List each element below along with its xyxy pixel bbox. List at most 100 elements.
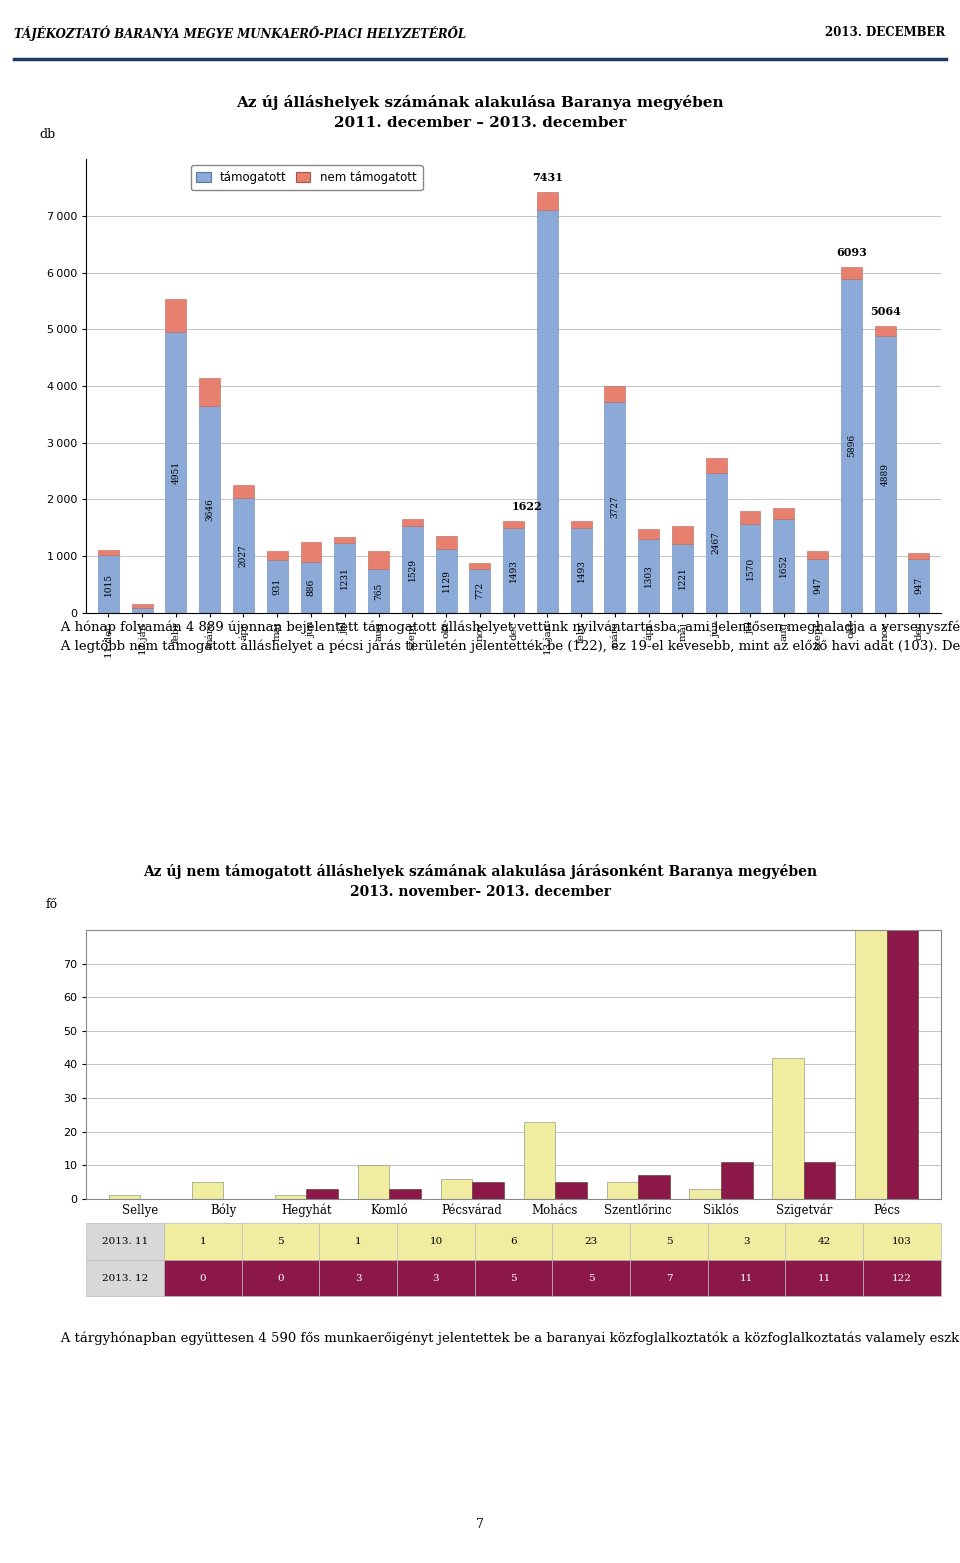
Bar bbox=[721, 1161, 753, 1199]
Text: 7: 7 bbox=[476, 1518, 484, 1532]
Bar bbox=[132, 608, 153, 613]
Text: 2467: 2467 bbox=[711, 531, 721, 555]
Text: 4951: 4951 bbox=[172, 461, 180, 485]
Text: 1129: 1129 bbox=[442, 569, 450, 592]
Bar bbox=[841, 278, 862, 613]
Bar bbox=[638, 539, 660, 613]
Bar bbox=[638, 528, 660, 539]
Bar bbox=[875, 325, 896, 336]
Bar bbox=[402, 519, 422, 527]
Bar bbox=[774, 519, 794, 613]
Text: 3646: 3646 bbox=[205, 499, 214, 520]
Text: Az új álláshelyek számának alakulása Baranya megyében
2011. december – 2013. dec: Az új álláshelyek számának alakulása Bar… bbox=[236, 95, 724, 130]
Text: 1652: 1652 bbox=[780, 555, 788, 577]
Bar bbox=[555, 1182, 587, 1199]
Text: 4889: 4889 bbox=[880, 463, 890, 486]
Bar bbox=[108, 1196, 140, 1199]
Bar bbox=[192, 1182, 224, 1199]
Bar bbox=[605, 386, 625, 402]
Bar bbox=[199, 378, 220, 406]
Bar bbox=[773, 1058, 804, 1199]
Bar bbox=[199, 406, 220, 613]
Bar bbox=[334, 542, 355, 613]
Bar bbox=[537, 192, 558, 211]
Bar bbox=[503, 528, 524, 613]
Text: 7431: 7431 bbox=[532, 172, 563, 183]
Text: 947: 947 bbox=[813, 577, 822, 594]
Bar bbox=[368, 569, 389, 613]
Text: 5064: 5064 bbox=[870, 306, 900, 317]
Bar bbox=[98, 550, 119, 555]
Text: 3727: 3727 bbox=[611, 495, 619, 519]
Bar bbox=[706, 458, 727, 474]
Bar bbox=[807, 550, 828, 560]
Bar bbox=[233, 499, 253, 613]
Text: TÁJÉKOZTATÓ BARANYA MEGYE MUNKAERŐ-PIACI HELYZETÉRŐL: TÁJÉKOZTATÓ BARANYA MEGYE MUNKAERŐ-PIACI… bbox=[14, 25, 467, 41]
Bar bbox=[908, 553, 929, 560]
Bar bbox=[275, 1196, 306, 1199]
Text: A tárgyhónapban együttesen 4 590 fős munkaerőigényt jelentettek be a baranyai kö: A tárgyhónapban együttesen 4 590 fős mun… bbox=[48, 1332, 960, 1346]
Bar bbox=[233, 485, 253, 499]
Bar bbox=[887, 789, 919, 1199]
Bar bbox=[672, 527, 693, 544]
Bar bbox=[804, 1161, 835, 1199]
Bar bbox=[436, 549, 457, 613]
Text: 5896: 5896 bbox=[847, 435, 855, 458]
Bar bbox=[841, 267, 862, 278]
Bar bbox=[300, 541, 322, 563]
Bar bbox=[165, 333, 186, 613]
Bar bbox=[469, 569, 491, 613]
Bar bbox=[472, 1182, 504, 1199]
Text: db: db bbox=[39, 128, 56, 141]
Text: 1493: 1493 bbox=[577, 560, 586, 581]
Bar bbox=[436, 536, 457, 549]
Bar bbox=[358, 1166, 389, 1199]
Text: 1622: 1622 bbox=[512, 500, 542, 511]
Bar bbox=[605, 402, 625, 613]
Bar bbox=[739, 511, 760, 524]
Bar bbox=[607, 1182, 638, 1199]
Bar bbox=[855, 853, 887, 1199]
Bar bbox=[875, 336, 896, 613]
Text: 886: 886 bbox=[306, 578, 316, 596]
Bar bbox=[165, 299, 186, 333]
Bar bbox=[98, 555, 119, 613]
Text: fő: fő bbox=[45, 899, 58, 911]
Text: Az új nem támogatott álláshelyek számának alakulása járásonként Baranya megyében: Az új nem támogatott álláshelyek számána… bbox=[143, 864, 817, 899]
Text: 1231: 1231 bbox=[340, 566, 349, 589]
Text: 1303: 1303 bbox=[644, 564, 653, 588]
Bar bbox=[739, 524, 760, 613]
Text: 6093: 6093 bbox=[836, 247, 867, 258]
Text: 1221: 1221 bbox=[678, 567, 687, 589]
Bar bbox=[537, 211, 558, 613]
Text: 765: 765 bbox=[374, 583, 383, 600]
Bar bbox=[334, 536, 355, 542]
Text: 2013. DECEMBER: 2013. DECEMBER bbox=[826, 27, 946, 39]
Bar bbox=[672, 544, 693, 613]
Text: 1570: 1570 bbox=[746, 556, 755, 580]
Bar bbox=[469, 563, 491, 569]
Bar bbox=[503, 520, 524, 528]
Bar bbox=[402, 527, 422, 613]
Text: 1529: 1529 bbox=[408, 558, 417, 581]
Bar bbox=[368, 550, 389, 569]
Bar bbox=[570, 528, 591, 613]
Bar bbox=[441, 1179, 472, 1199]
Text: 2027: 2027 bbox=[239, 544, 248, 567]
Bar bbox=[908, 560, 929, 613]
Legend: támogatott, nem támogatott: támogatott, nem támogatott bbox=[190, 166, 422, 191]
Bar bbox=[389, 1189, 420, 1199]
Bar bbox=[523, 1122, 555, 1199]
Text: 947: 947 bbox=[914, 577, 924, 594]
Bar bbox=[706, 474, 727, 613]
Bar bbox=[689, 1189, 721, 1199]
Text: 1493: 1493 bbox=[509, 560, 518, 581]
Bar bbox=[570, 520, 591, 528]
Text: 772: 772 bbox=[475, 583, 485, 599]
Text: 1015: 1015 bbox=[104, 572, 113, 596]
Text: 931: 931 bbox=[273, 578, 281, 596]
Bar bbox=[807, 560, 828, 613]
Bar bbox=[774, 508, 794, 519]
Bar bbox=[306, 1189, 338, 1199]
Bar bbox=[300, 563, 322, 613]
